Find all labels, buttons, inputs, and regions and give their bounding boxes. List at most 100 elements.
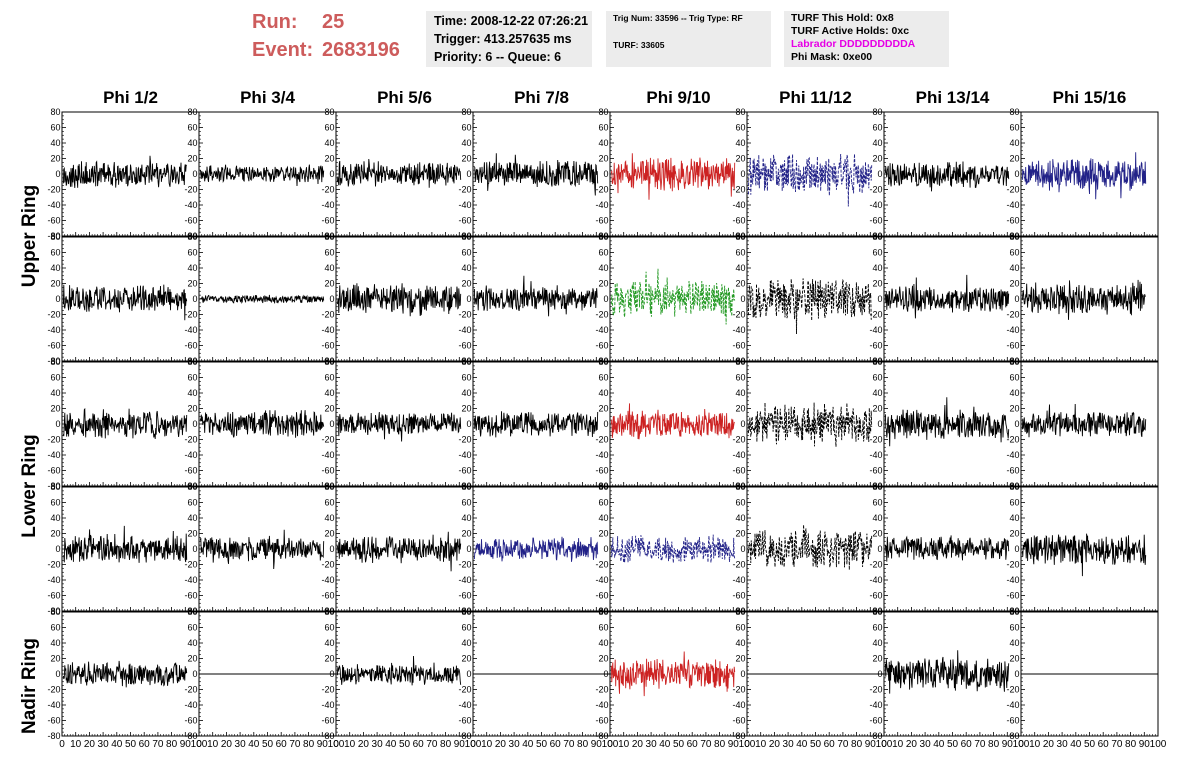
x-tick-label-r4-c0-6: 60 (139, 739, 151, 750)
y-tick-label-r3-c2-3: 20 (324, 529, 334, 539)
y-tick-label-r0-c5-3: 20 (735, 154, 745, 164)
y-tick-label-r0-c6-5: -20 (869, 185, 882, 195)
waveform-trace-r2-c1 (199, 410, 325, 438)
y-tick-label-r3-c2-1: 60 (324, 498, 334, 508)
x-tick-label-r4-c6-10: 100 (1013, 739, 1030, 750)
y-tick-label-r0-c1-6: -40 (184, 200, 197, 210)
x-tick-label-r4-c2-5: 50 (399, 739, 411, 750)
y-tick-label-r3-c7-7: -60 (1006, 591, 1019, 601)
column-header-phi-11-12: Phi 11/12 (779, 88, 852, 107)
y-tick-label-r0-c4-6: -40 (595, 200, 608, 210)
y-tick-label-r1-c4-1: 60 (598, 248, 608, 258)
y-tick-label-r3-c3-4: 0 (466, 544, 471, 554)
x-tick-label-r4-c5-5: 50 (810, 739, 822, 750)
y-tick-label-r3-c3-7: -60 (458, 591, 471, 601)
y-tick-label-r1-c0-5: -20 (47, 310, 60, 320)
y-tick-label-r1-c6-8: -80 (869, 356, 882, 366)
y-tick-label-r2-c0-8: -80 (47, 481, 60, 491)
y-tick-label-r0-c5-7: -60 (732, 216, 745, 226)
y-tick-label-r2-c0-7: -60 (47, 466, 60, 476)
y-tick-label-r0-c0-1: 60 (50, 123, 60, 133)
phi-mask-text: Phi Mask: 0xe00 (791, 51, 873, 63)
y-tick-label-r2-c5-6: -40 (732, 450, 745, 460)
waveform-trace-r3-c1 (199, 529, 325, 570)
y-tick-label-r0-c6-7: -60 (869, 216, 882, 226)
waveform-trace-r0-c4 (610, 153, 736, 200)
y-tick-label-r1-c5-3: 20 (735, 279, 745, 289)
y-tick-label-r2-c1-0: 80 (187, 357, 197, 367)
y-tick-label-r0-c6-1: 60 (872, 123, 882, 133)
x-tick-label-r4-c4-3: 30 (646, 739, 658, 750)
y-tick-label-r4-c2-4: 0 (329, 669, 334, 679)
y-tick-label-r3-c7-4: 0 (1014, 544, 1019, 554)
y-tick-label-r0-c6-3: 20 (872, 154, 882, 164)
y-tick-label-r1-c5-4: 0 (740, 294, 745, 304)
y-tick-label-r4-c3-5: -20 (458, 685, 471, 695)
y-tick-label-r2-c7-4: 0 (1014, 419, 1019, 429)
y-tick-label-r0-c2-6: -40 (321, 200, 334, 210)
y-tick-label-r4-c6-7: -60 (869, 716, 882, 726)
y-tick-label-r1-c2-3: 20 (324, 279, 334, 289)
y-tick-label-r4-c2-8: -80 (321, 731, 334, 741)
x-tick-label-r4-c7-9: 90 (1139, 739, 1151, 750)
y-tick-label-r0-c1-2: 40 (187, 138, 197, 148)
y-tick-label-r4-c4-6: -40 (595, 700, 608, 710)
y-tick-label-r3-c4-7: -60 (595, 591, 608, 601)
waveform-trace-r0-c3 (474, 153, 599, 196)
y-tick-label-r2-c4-4: 0 (603, 419, 608, 429)
y-tick-label-r0-c2-2: 40 (324, 138, 334, 148)
x-tick-label-r4-c5-7: 70 (837, 739, 849, 750)
column-header-phi-3-4: Phi 3/4 (240, 88, 295, 107)
x-tick-label-r4-c2-1: 10 (344, 739, 356, 750)
x-tick-label-r4-c4-7: 70 (700, 739, 712, 750)
y-tick-label-r4-c2-0: 80 (324, 607, 334, 617)
y-tick-label-r1-c7-1: 60 (1009, 248, 1019, 258)
y-tick-label-r2-c2-1: 60 (324, 373, 334, 383)
y-tick-label-r1-c5-8: -80 (732, 356, 745, 366)
y-tick-label-r3-c7-1: 60 (1009, 498, 1019, 508)
y-tick-label-r1-c5-6: -40 (732, 325, 745, 335)
x-tick-label-r4-c2-2: 20 (358, 739, 370, 750)
y-tick-label-r4-c2-2: 40 (324, 638, 334, 648)
y-tick-label-r3-c4-1: 60 (598, 498, 608, 508)
waveform-trace-r0-c2 (336, 158, 462, 188)
y-tick-label-r1-c2-8: -80 (321, 356, 334, 366)
y-tick-label-r3-c0-6: -40 (47, 575, 60, 585)
y-tick-label-r1-c4-5: -20 (595, 310, 608, 320)
y-tick-label-r2-c7-3: 20 (1009, 404, 1019, 414)
y-tick-label-r4-c7-4: 0 (1014, 669, 1019, 679)
x-tick-label-r4-c6-7: 70 (974, 739, 986, 750)
waveform-trace-r4-c4 (610, 651, 736, 697)
y-tick-label-r3-c4-8: -80 (595, 606, 608, 616)
x-tick-label-r4-c0-8: 80 (166, 739, 178, 750)
run-label: Run: (252, 11, 298, 33)
y-tick-label-r1-c5-2: 40 (735, 263, 745, 273)
y-tick-label-r1-c3-1: 60 (461, 248, 471, 258)
y-tick-label-r4-c3-1: 60 (461, 623, 471, 633)
y-tick-label-r3-c7-0: 80 (1009, 482, 1019, 492)
y-tick-label-r2-c1-3: 20 (187, 404, 197, 414)
y-tick-label-r1-c0-8: -80 (47, 356, 60, 366)
waveform-trace-r4-c2 (336, 655, 462, 686)
y-tick-label-r1-c7-0: 80 (1009, 232, 1019, 242)
column-header-phi-15-16: Phi 15/16 (1052, 88, 1127, 107)
x-tick-label-r4-c5-6: 60 (824, 739, 836, 750)
x-tick-label-r4-c0-10: 100 (191, 739, 208, 750)
y-tick-label-r3-c0-1: 60 (50, 498, 60, 508)
y-tick-label-r0-c3-0: 80 (461, 107, 471, 117)
y-tick-label-r2-c3-0: 80 (461, 357, 471, 367)
y-tick-label-r3-c1-1: 60 (187, 498, 197, 508)
x-tick-label-r4-c6-8: 80 (988, 739, 1000, 750)
y-tick-label-r4-c5-8: -80 (732, 731, 745, 741)
y-tick-label-r0-c0-8: -80 (47, 231, 60, 241)
y-tick-label-r3-c1-0: 80 (187, 482, 197, 492)
y-tick-label-r3-c6-8: -80 (869, 606, 882, 616)
y-tick-label-r0-c5-0: 80 (735, 107, 745, 117)
y-tick-label-r4-c4-2: 40 (598, 638, 608, 648)
y-tick-label-r2-c1-5: -20 (184, 435, 197, 445)
x-tick-label-r4-c2-7: 70 (426, 739, 438, 750)
y-tick-label-r4-c6-5: -20 (869, 685, 882, 695)
y-tick-label-r0-c3-7: -60 (458, 216, 471, 226)
x-tick-label-r4-c1-6: 60 (276, 739, 288, 750)
y-tick-label-r2-c6-4: 0 (877, 419, 882, 429)
